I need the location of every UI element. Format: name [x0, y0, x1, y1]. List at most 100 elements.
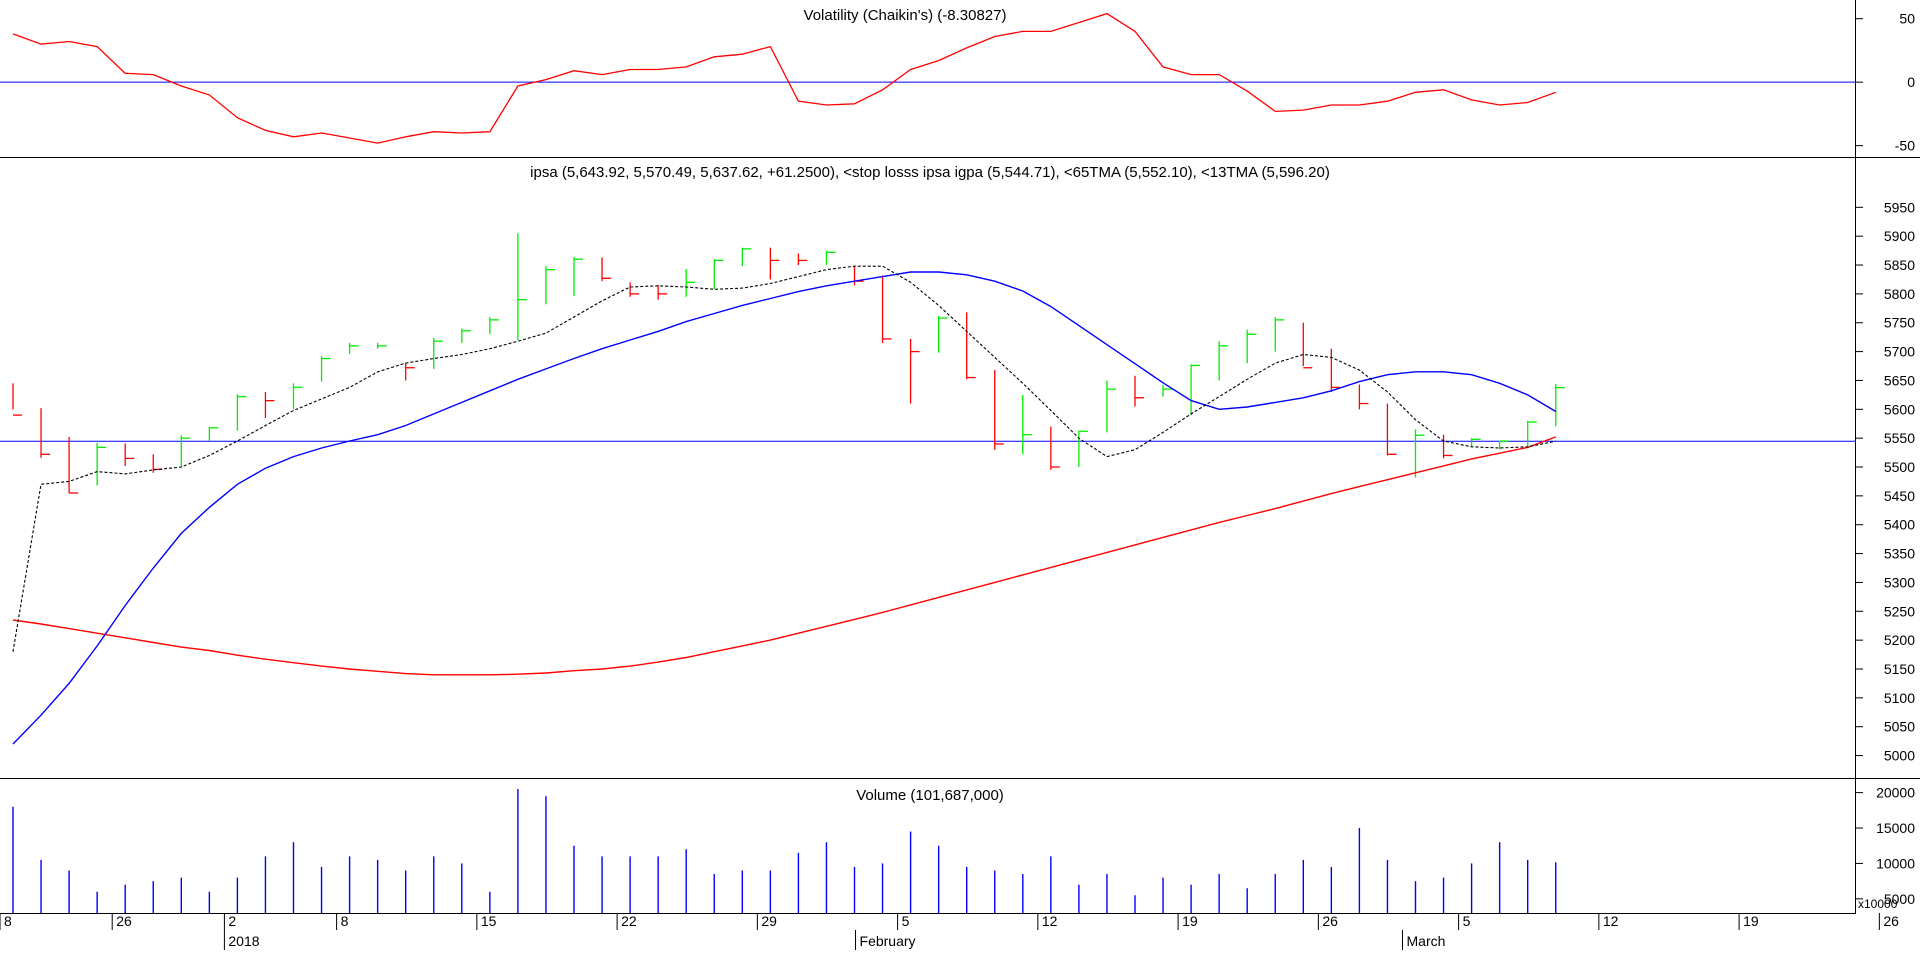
volume-panel: Volume (101,687,000) x10000 20000 15000 10…: [12, 785, 1915, 913]
stop-loss-line: [12, 265, 1556, 652]
price-bar: [1555, 383, 1565, 427]
price-bar: [124, 443, 135, 466]
price-bar: [994, 370, 1004, 450]
price-bar: [376, 342, 387, 349]
price-bar: [1414, 429, 1425, 478]
price-bar: [1330, 348, 1341, 392]
price-bar: [741, 247, 752, 267]
price-y-tick-label: 5700: [1884, 344, 1915, 360]
price-bar: [657, 285, 668, 300]
x-tick-label: 15: [481, 913, 497, 929]
price-y-tick-label: 5500: [1884, 459, 1915, 475]
tma13-line: [12, 271, 1557, 745]
price-bar: [573, 256, 583, 297]
x-tick-label: 19: [1182, 913, 1198, 929]
price-bar: [713, 259, 724, 290]
tma65-line: [12, 436, 1557, 676]
price-bar: [1527, 420, 1537, 447]
volume-y-tick-label: 10000: [1876, 855, 1915, 871]
price-bar: [853, 266, 864, 286]
volume-title: Volume (101,687,000): [856, 787, 1004, 804]
volatility-y-tick-label: 0: [1907, 74, 1915, 90]
price-title: ipsa (5,643.92, 5,570.49, 5,637.62, +61.…: [530, 164, 1330, 181]
x-tick-label: 29: [761, 913, 777, 929]
price-bar: [825, 250, 836, 266]
price-bar: [68, 437, 79, 494]
x-tick-label: 5: [902, 913, 910, 929]
price-bar: [938, 315, 948, 353]
x-tick-label: 5: [1463, 913, 1471, 929]
price-y-tick-label: 5950: [1884, 199, 1915, 215]
price-bar: [12, 383, 22, 416]
price-y-tick-label: 5400: [1884, 517, 1915, 533]
volatility-line: [12, 12, 1557, 144]
price-bar: [1274, 316, 1285, 352]
price-bar: [489, 316, 499, 335]
month-label: 2018: [228, 933, 259, 949]
price-bar: [1022, 394, 1032, 455]
price-bar: [40, 408, 51, 458]
price-y-tick-label: 5750: [1884, 315, 1915, 331]
price-y-tick-label: 5100: [1884, 690, 1915, 706]
price-bar: [461, 328, 471, 343]
price-bar: [348, 342, 359, 354]
price-bar: [909, 338, 920, 404]
price-bar: [1302, 322, 1313, 369]
price-y-tick-label: 5550: [1884, 430, 1915, 446]
price-bar: [1442, 434, 1453, 459]
volume-y-tick-label: 20000: [1876, 785, 1915, 801]
volume-unit-label: x10000: [1858, 897, 1898, 911]
price-bar: [264, 391, 275, 418]
price-bar: [96, 442, 107, 486]
price-y-tick-label: 5350: [1884, 546, 1915, 562]
price-bar: [1499, 440, 1509, 450]
price-bar: [545, 266, 555, 305]
price-y-tick-label: 5900: [1884, 228, 1915, 244]
price-bar: [1470, 438, 1481, 447]
price-y-tick-label: 5150: [1884, 661, 1915, 677]
price-bar: [1386, 403, 1397, 456]
month-label: February: [860, 933, 916, 949]
x-tick-label: 12: [1042, 913, 1058, 929]
price-bar: [1218, 341, 1229, 381]
price-bar: [517, 233, 527, 341]
price-bar: [601, 257, 612, 282]
price-y-tick-label: 5850: [1884, 257, 1915, 273]
price-bar: [236, 394, 247, 431]
volatility-y-tick-label: -50: [1895, 138, 1915, 154]
price-y-tick-label: 5000: [1884, 748, 1915, 764]
price-bar: [1134, 375, 1144, 407]
x-tick-label: 26: [116, 913, 132, 929]
x-tick-label: 8: [341, 913, 349, 929]
price-y-tick-label: 5600: [1884, 401, 1915, 417]
price-y-tick-label: 5650: [1884, 372, 1915, 388]
price-bar: [1190, 364, 1201, 416]
x-tick-label: 26: [1322, 913, 1338, 929]
x-tick-label: 8: [4, 913, 12, 929]
price-y-tick-label: 5050: [1884, 719, 1915, 735]
price-bar: [1078, 430, 1088, 468]
price-bar: [292, 383, 303, 410]
price-y-tick-label: 5300: [1884, 574, 1915, 590]
price-bar: [685, 269, 696, 297]
price-bar: [1050, 426, 1060, 470]
price-bar: [966, 312, 976, 380]
price-y-tick-label: 5450: [1884, 488, 1915, 504]
price-bar: [797, 253, 808, 266]
price-bar: [1246, 329, 1257, 364]
price-panel: ipsa (5,643.92, 5,570.49, 5,637.62, +61.…: [0, 164, 1915, 764]
price-bar: [320, 356, 331, 382]
price-y-tick-label: 5200: [1884, 632, 1915, 648]
volume-y-tick-label: 15000: [1876, 820, 1915, 836]
price-bar: [629, 282, 640, 297]
volatility-title: Volatility (Chaikin's) (-8.30827): [804, 7, 1007, 24]
price-bar: [208, 426, 219, 442]
price-bar: [1162, 385, 1173, 397]
price-bar: [433, 337, 443, 369]
price-bar: [180, 435, 191, 468]
price-bar: [1358, 384, 1369, 410]
price-y-tick-label: 5800: [1884, 286, 1915, 302]
price-bar: [405, 363, 415, 381]
